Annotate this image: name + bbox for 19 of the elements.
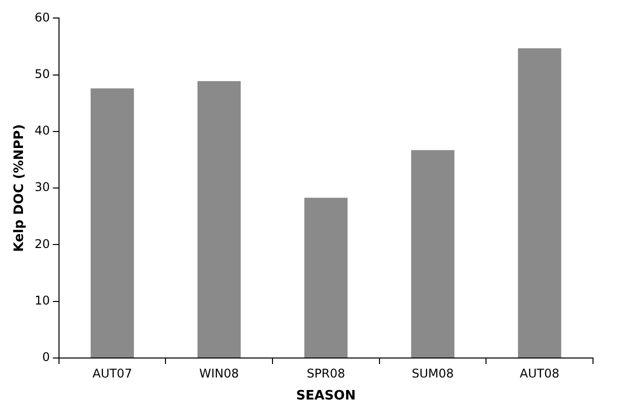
x-tick-label: AUT08	[520, 366, 560, 380]
x-axis-title: SEASON	[296, 388, 356, 404]
x-tick-label: SUM08	[412, 366, 454, 380]
y-tick-label: 40	[34, 124, 50, 138]
y-tick-label: 30	[34, 180, 50, 194]
bar	[304, 198, 348, 358]
y-tick-label: 0	[42, 350, 50, 364]
y-tick-label: 10	[34, 293, 50, 308]
y-tick-label: 20	[34, 236, 50, 251]
x-tick-label: AUT07	[92, 366, 132, 380]
bar	[197, 81, 241, 358]
y-tick-label: 60	[34, 10, 50, 24]
bar	[518, 48, 562, 358]
x-tick-label: SPR08	[306, 366, 346, 380]
bar	[90, 88, 134, 358]
y-tick-label: 50	[34, 66, 50, 81]
y-axis-title: Kelp DOC (%NPP)	[12, 124, 28, 252]
x-tick-label: WIN08	[199, 366, 239, 380]
bar	[411, 150, 454, 358]
